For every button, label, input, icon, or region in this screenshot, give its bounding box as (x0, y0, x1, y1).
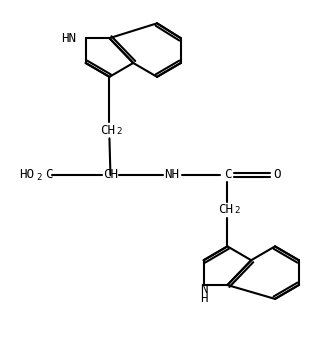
Text: 2: 2 (235, 206, 240, 215)
Text: NH: NH (164, 169, 179, 181)
Text: CH: CH (218, 203, 233, 216)
Text: O: O (273, 169, 281, 181)
Text: H: H (200, 293, 207, 305)
Text: N: N (200, 283, 207, 296)
Text: C: C (224, 169, 231, 181)
Text: C: C (45, 169, 53, 181)
Text: HN: HN (61, 32, 76, 45)
Text: HO: HO (19, 169, 34, 181)
Text: CH: CH (103, 169, 118, 181)
Text: CH: CH (100, 124, 115, 137)
Text: 2: 2 (117, 127, 122, 136)
Text: 2: 2 (36, 174, 42, 183)
